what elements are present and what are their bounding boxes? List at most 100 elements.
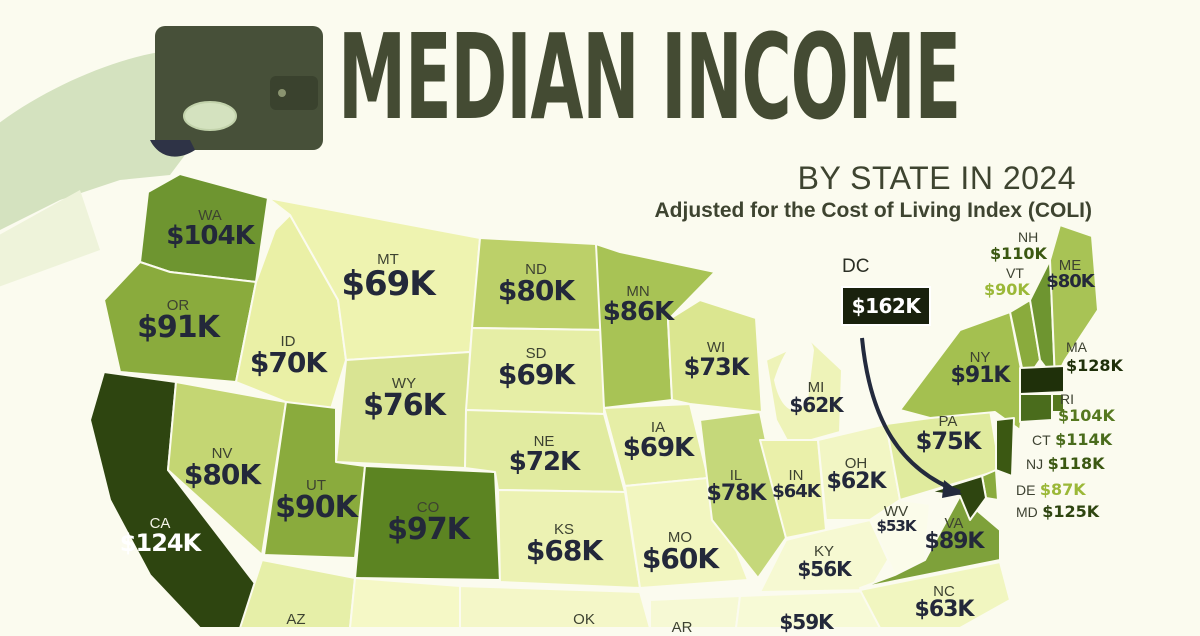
label-wi: WI $73K [684, 339, 750, 379]
label-ca: CA $124K [119, 516, 201, 557]
label-or: OR $91K [137, 297, 220, 343]
page-title: MEDIAN INCOME [338, 8, 961, 146]
coli-note: Adjusted for the Cost of Living Index (C… [654, 199, 1092, 222]
value-vt-wrap: $90K [984, 282, 1030, 299]
label-mi: MI $62K [789, 379, 843, 417]
value-tn: $59K [779, 610, 833, 634]
sleeve-shape [0, 190, 100, 287]
value-co: $97K [387, 512, 470, 547]
abbr-md: MD [1016, 504, 1038, 520]
value-ma: $128K [1066, 356, 1123, 375]
value-in: $64K [772, 481, 821, 502]
abbr-or: OR [166, 297, 190, 314]
abbr-ks: KS [553, 521, 574, 538]
state-nv [167, 381, 287, 556]
label-mn: MN $86K [602, 283, 674, 327]
label-ri: RI [1060, 392, 1074, 408]
abbr-wi: WI [706, 339, 726, 356]
value-ri-wrap: $104K [1058, 408, 1115, 425]
label-vt: VT [1006, 266, 1024, 282]
value-wa: $104K [166, 221, 255, 251]
wallet-flap [270, 76, 318, 110]
abbr-mi: MI [807, 379, 825, 396]
label-il: IL $78K [706, 468, 767, 506]
label-md: MD $125K [1016, 504, 1099, 521]
abbr-nd: ND [525, 261, 547, 278]
dc-value-box: $162K [841, 286, 931, 326]
label-ny: NY $91K [951, 349, 1011, 387]
value-nh-wrap: $110K [990, 246, 1047, 263]
label-ia: IA $69K [622, 419, 694, 463]
label-nj: NJ $118K [1026, 456, 1105, 473]
state-az [239, 559, 356, 628]
abbr-mn: MN [626, 283, 650, 300]
abbr-mt: MT [377, 251, 399, 268]
abbr-co: CO [416, 499, 440, 516]
great-lakes [774, 337, 814, 411]
value-nc: $63K [914, 597, 975, 622]
label-mo: MO $60K [641, 530, 719, 575]
value-ma-wrap: $128K [1066, 358, 1123, 375]
dc-arrow [860, 337, 961, 494]
value-ne: $72K [508, 447, 580, 477]
state-wi [667, 299, 763, 413]
abbr-vt: VT [1006, 265, 1024, 281]
value-md: $125K [1042, 502, 1100, 521]
state-ar [649, 595, 741, 628]
abbr-de: DE [1016, 482, 1036, 498]
dc-label: DC [842, 256, 870, 277]
value-ca: $124K [119, 529, 201, 557]
abbr-ny: NY [969, 349, 991, 366]
label-ut: UT $90K [275, 478, 358, 525]
abbr-ct: CT [1032, 432, 1051, 448]
value-wv: $53K [876, 517, 917, 535]
subtitle: BY STATE IN 2024 [797, 160, 1076, 196]
value-nd: $80K [497, 274, 575, 307]
value-ia: $69K [622, 433, 694, 463]
value-me: $80K [1046, 271, 1095, 292]
abbr-wv: WV [883, 503, 909, 520]
abbr-ma: MA [1066, 339, 1087, 355]
label-de: DE $87K [1016, 482, 1086, 499]
value-nj: $118K [1047, 454, 1105, 473]
us-map [89, 173, 1099, 628]
value-il: $78K [706, 481, 767, 506]
abbr-sd: SD [525, 345, 547, 362]
state-va [859, 495, 1001, 589]
state-ma [1019, 365, 1065, 395]
value-ks: $68K [525, 534, 603, 567]
dc-arrowhead [942, 480, 962, 498]
label-ct: CT $114K [1032, 432, 1112, 449]
label-mt: MT $69K [341, 251, 435, 301]
value-de: $87K [1039, 480, 1086, 499]
value-nv: $80K [183, 458, 261, 491]
abbr-pa: PA [938, 413, 958, 430]
value-mo: $60K [641, 542, 719, 575]
label-wv: WV $53K [876, 503, 917, 535]
abbr-ia: IA [650, 419, 666, 436]
value-mi: $62K [789, 393, 843, 417]
abbr-nv: NV [211, 445, 233, 462]
abbr-in: IN [788, 467, 804, 484]
abbr-ok: OK [573, 611, 595, 628]
label-ok: OK [573, 612, 595, 627]
hand-wallet-illustration [0, 26, 323, 287]
state-nc [859, 561, 1011, 628]
value-ut: $90K [275, 490, 358, 525]
state-nm [349, 577, 461, 628]
label-ne: NE $72K [508, 434, 580, 477]
label-va: VA $89K [924, 516, 985, 554]
abbr-ky: KY [813, 543, 834, 560]
value-id: $70K [249, 346, 327, 379]
value-wy: $76K [363, 388, 446, 423]
label-tn: $59K [779, 610, 833, 634]
label-nd: ND $80K [497, 261, 575, 307]
abbr-nj: NJ [1026, 456, 1044, 472]
fingers-shadow [150, 140, 195, 157]
value-va: $89K [924, 529, 985, 554]
label-sd: SD $69K [498, 345, 575, 389]
value-mn: $86K [602, 297, 674, 327]
label-az: AZ [286, 612, 305, 627]
abbr-oh: OH [844, 455, 868, 472]
